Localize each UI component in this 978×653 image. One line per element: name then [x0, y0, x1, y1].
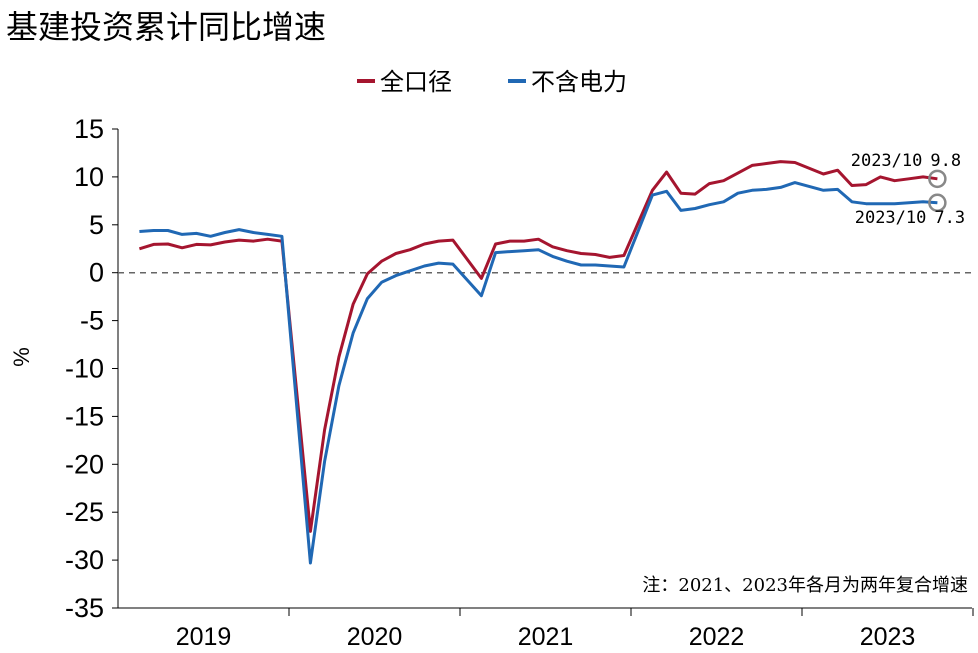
chart-title: 基建投资累计同比增速 — [6, 8, 326, 46]
y-tick-label: 10 — [74, 162, 104, 192]
y-tick-label: -20 — [65, 449, 104, 479]
annotation-value: 7.3 — [934, 208, 965, 228]
annotation-marker — [928, 193, 947, 213]
series-lines — [138, 160, 938, 565]
y-axis-label: % — [9, 347, 34, 367]
chart-note: 注：2021、2023年各月为两年复合增速 — [642, 575, 968, 596]
legend-label-series-1: 全口径 — [380, 68, 452, 96]
y-tick-label: 0 — [89, 258, 104, 288]
y-tick-label: -25 — [65, 497, 104, 527]
legend: 全口径 不含电力 — [357, 68, 627, 96]
y-tick-label: -30 — [65, 545, 104, 575]
y-tick-label: 15 — [74, 114, 104, 144]
x-tick-label: 2021 — [518, 623, 574, 651]
x-axis-ticks: 2019 2020 2021 2022 2023 — [176, 608, 974, 651]
annotation-value: 9.8 — [930, 151, 961, 171]
y-tick-label: -15 — [65, 401, 104, 431]
annotation-date: 2023/10 — [855, 208, 927, 228]
x-tick-label: 2023 — [860, 623, 916, 651]
y-axis-ticks: 15 10 5 0 -5 -10 -15 -20 -25 -30 -35 — [65, 114, 118, 623]
y-tick-label: 5 — [89, 210, 104, 240]
series-line-1 — [138, 160, 938, 533]
legend-label-series-2: 不含电力 — [531, 68, 627, 96]
x-tick-label: 2022 — [689, 623, 745, 651]
y-tick-label: -35 — [65, 593, 104, 623]
annotations: 2023/10 9.8 2023/10 7.3 — [851, 151, 965, 228]
annotation-date: 2023/10 — [851, 151, 923, 171]
annotation-marker — [928, 169, 947, 189]
series-line-2 — [139, 181, 938, 565]
x-tick-label: 2019 — [176, 623, 232, 651]
x-tick-label: 2020 — [347, 623, 403, 651]
y-tick-label: -10 — [65, 354, 104, 384]
y-tick-label: -5 — [80, 306, 104, 336]
